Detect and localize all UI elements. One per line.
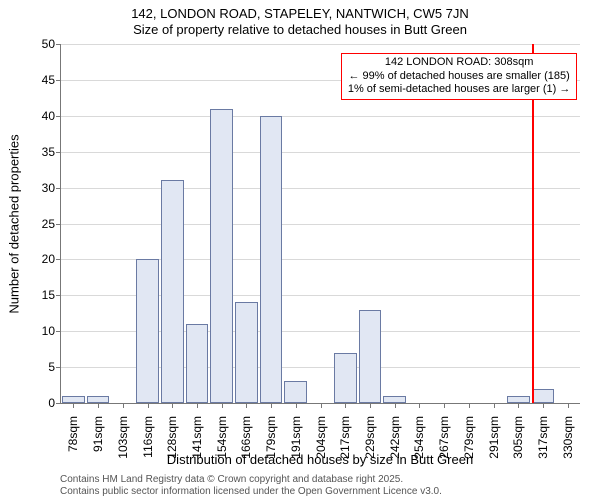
x-tick-mark: [494, 403, 495, 408]
y-tick-mark: [56, 367, 61, 368]
x-tick-mark: [98, 403, 99, 408]
chart-title: 142, LONDON ROAD, STAPELEY, NANTWICH, CW…: [0, 0, 600, 22]
y-tick-label: 0: [48, 396, 55, 410]
histogram-bar: [87, 396, 110, 403]
histogram-bar: [260, 116, 283, 403]
histogram-bar: [507, 396, 530, 403]
x-tick-mark: [395, 403, 396, 408]
plot-area: 0510152025303540455078sqm91sqm103sqm116s…: [60, 44, 580, 404]
y-tick-mark: [56, 224, 61, 225]
y-tick-label: 5: [48, 360, 55, 374]
histogram-bar: [186, 324, 209, 403]
y-tick-label: 20: [42, 252, 55, 266]
histogram-bar: [210, 109, 233, 403]
y-tick-label: 15: [42, 288, 55, 302]
x-tick-mark: [246, 403, 247, 408]
grid-line: [61, 44, 580, 45]
grid-line: [61, 152, 580, 153]
y-tick-mark: [56, 152, 61, 153]
histogram-bar: [161, 180, 184, 403]
x-tick-mark: [172, 403, 173, 408]
footer-copyright: Contains HM Land Registry data © Crown c…: [60, 474, 403, 485]
y-tick-mark: [56, 44, 61, 45]
histogram-bar: [359, 310, 382, 403]
histogram-bar: [62, 396, 85, 403]
y-tick-label: 25: [42, 217, 55, 231]
y-tick-mark: [56, 331, 61, 332]
histogram-bar: [383, 396, 406, 403]
y-tick-mark: [56, 80, 61, 81]
x-tick-mark: [469, 403, 470, 408]
annotation-line: 142 LONDON ROAD: 308sqm: [348, 56, 571, 70]
x-tick-mark: [123, 403, 124, 408]
y-axis-label: Number of detached properties: [7, 134, 22, 313]
x-tick-mark: [345, 403, 346, 408]
x-tick-label: 91sqm: [91, 416, 105, 452]
x-tick-label: 78sqm: [66, 416, 80, 452]
grid-line: [61, 224, 580, 225]
y-tick-mark: [56, 259, 61, 260]
y-tick-label: 30: [42, 181, 55, 195]
annotation-box: 142 LONDON ROAD: 308sqm← 99% of detached…: [341, 53, 578, 100]
x-tick-mark: [197, 403, 198, 408]
y-tick-label: 50: [42, 37, 55, 51]
y-tick-mark: [56, 295, 61, 296]
x-tick-mark: [543, 403, 544, 408]
annotation-line: 1% of semi-detached houses are larger (1…: [348, 83, 571, 97]
x-tick-mark: [148, 403, 149, 408]
x-tick-mark: [296, 403, 297, 408]
histogram-bar: [334, 353, 357, 403]
histogram-bar: [284, 381, 307, 403]
x-tick-mark: [370, 403, 371, 408]
y-tick-label: 40: [42, 109, 55, 123]
x-tick-mark: [222, 403, 223, 408]
chart-subtitle: Size of property relative to detached ho…: [0, 22, 600, 40]
x-tick-mark: [568, 403, 569, 408]
y-tick-label: 35: [42, 145, 55, 159]
y-tick-label: 45: [42, 73, 55, 87]
y-tick-mark: [56, 188, 61, 189]
x-tick-mark: [419, 403, 420, 408]
x-tick-mark: [518, 403, 519, 408]
footer-licence: Contains public sector information licen…: [60, 486, 442, 497]
y-tick-mark: [56, 116, 61, 117]
grid-line: [61, 188, 580, 189]
x-tick-mark: [73, 403, 74, 408]
histogram-bar: [136, 259, 159, 403]
x-tick-mark: [271, 403, 272, 408]
grid-line: [61, 116, 580, 117]
annotation-line: ← 99% of detached houses are smaller (18…: [348, 70, 571, 84]
histogram-bar: [532, 389, 555, 403]
y-tick-label: 10: [42, 324, 55, 338]
chart-container: 142, LONDON ROAD, STAPELEY, NANTWICH, CW…: [0, 0, 600, 500]
x-tick-mark: [321, 403, 322, 408]
x-axis-label: Distribution of detached houses by size …: [60, 452, 580, 467]
y-tick-mark: [56, 403, 61, 404]
histogram-bar: [235, 302, 258, 403]
x-tick-mark: [444, 403, 445, 408]
